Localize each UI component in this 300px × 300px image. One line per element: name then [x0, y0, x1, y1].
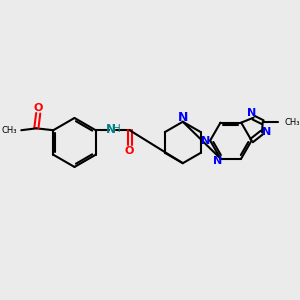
Text: CH₃: CH₃	[284, 118, 300, 127]
Text: O: O	[125, 146, 134, 156]
Text: N: N	[262, 128, 272, 137]
Text: N: N	[178, 110, 188, 124]
Text: CH₃: CH₃	[1, 126, 16, 135]
Text: O: O	[34, 103, 43, 112]
Text: N: N	[247, 108, 256, 118]
Text: N: N	[106, 123, 116, 136]
Text: N: N	[201, 136, 210, 146]
Text: H: H	[112, 124, 120, 134]
Text: N: N	[213, 156, 222, 167]
